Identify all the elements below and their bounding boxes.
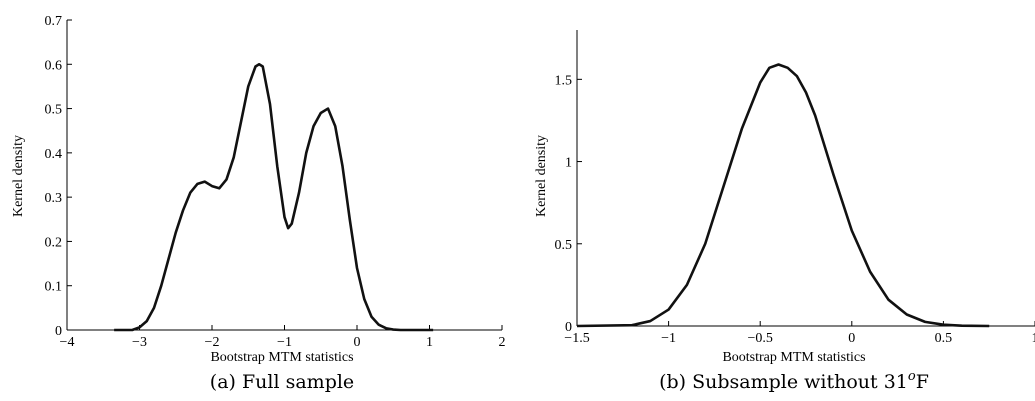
y-tick-labels: 0 0.5 1 1.5 [555,73,573,335]
x-tick-label: 0 [354,335,361,350]
caption-b-sup: o [908,369,916,384]
x-tick-label: −3 [132,335,147,350]
y-tick-label: 0.7 [45,14,63,29]
y-tick-label: 0.6 [45,58,63,73]
y-tick-label: 0.5 [45,103,63,118]
caption-b: (b) Subsample without 31oF [659,369,929,393]
caption-a: (a) Full sample [210,371,354,393]
y-tick-labels: 0 0.1 0.2 0.3 0.4 0.5 0.6 0.7 [45,14,63,339]
density-line [576,63,990,328]
panel-subsample: −1.5 −1 −0.5 0 0.5 1 0 0.5 1 1.5 Bootstrap MTM s… [534,30,1035,393]
x-tick-labels: −4 −3 −2 −1 0 1 2 [60,335,506,350]
density-line [114,62,434,332]
x-tick-label: 0 [848,331,855,346]
y-tick-label: 1.5 [555,73,573,88]
caption-b-main: (b) Subsample without 31 [659,371,908,393]
y-tick-label: 0.4 [45,147,63,162]
x-tick-marks [66,325,503,330]
x-tick-label: −4 [60,335,75,350]
x-tick-label: −1 [661,331,676,346]
y-tick-label: 0.5 [555,238,573,253]
x-tick-label: 2 [499,335,506,350]
axis-lines [576,30,1035,327]
x-tick-label: 0.5 [935,331,953,346]
x-tick-label: −1.5 [564,331,589,346]
x-tick-label: −1 [277,335,292,350]
y-tick-marks [67,19,72,331]
y-axis-label: Kernel density [11,135,26,217]
y-tick-label: 0 [55,324,62,339]
y-axis-label: Kernel density [534,135,549,217]
y-tick-label: 0.2 [45,235,63,250]
y-tick-label: 1 [565,156,572,171]
x-tick-label: 1 [1032,331,1035,346]
y-tick-marks [577,78,582,327]
x-axis-label: Bootstrap MTM statistics [210,350,353,365]
panel-full-sample: −4 −3 −2 −1 0 1 2 0 0.1 0.2 0.3 0.4 0.5 0.6 0.7 Boots… [11,14,506,393]
y-tick-label: 0 [565,320,572,335]
x-tick-label: −2 [205,335,220,350]
y-tick-label: 0.3 [45,191,63,206]
x-tick-label: 1 [426,335,433,350]
y-tick-label: 0.1 [45,280,63,295]
x-tick-labels: −1.5 −1 −0.5 0 0.5 1 [564,331,1035,346]
caption-b-unit: F [916,371,929,393]
x-tick-label: −0.5 [747,331,772,346]
x-axis-label: Bootstrap MTM statistics [722,350,865,365]
axis-lines [66,20,502,331]
